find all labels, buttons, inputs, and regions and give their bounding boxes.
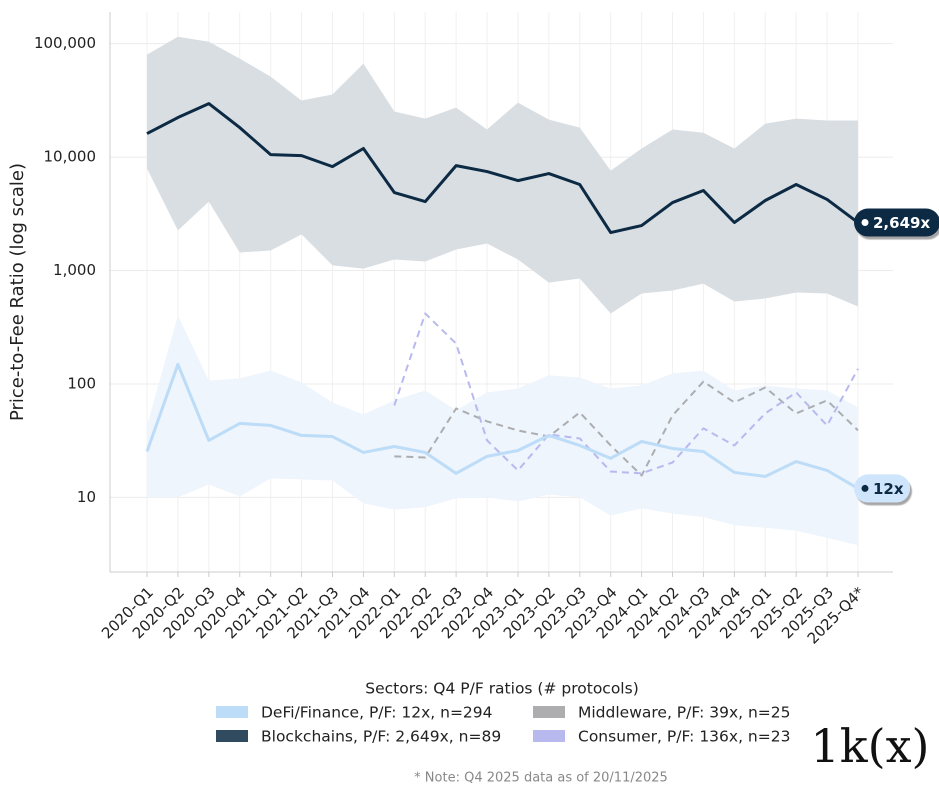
y-tick-label: 100 xyxy=(67,374,96,392)
legend-label: Middleware, P/F: 39x, n=25 xyxy=(578,704,791,722)
range-band xyxy=(147,315,858,546)
legend-title: Sectors: Q4 P/F ratios (# protocols) xyxy=(365,680,639,698)
legend-label: Blockchains, P/F: 2,649x, n=89 xyxy=(261,728,501,746)
y-tick-label: 10,000 xyxy=(44,148,97,166)
end-label: 12x xyxy=(854,474,910,503)
line xyxy=(146,102,859,235)
legend-swatch xyxy=(216,730,248,742)
line xyxy=(145,362,859,490)
end-label-box xyxy=(854,208,939,237)
end-label-dot xyxy=(861,484,869,492)
y-tick-label: 100,000 xyxy=(34,34,96,52)
legend-swatch xyxy=(533,706,565,718)
y-axis-label: Price-to-Fee Ratio (log scale) xyxy=(7,163,28,421)
legend-label: DeFi/Finance, P/F: 12x, n=294 xyxy=(261,704,493,722)
note: * Note: Q4 2025 data as of 20/11/2025 xyxy=(414,771,668,786)
line xyxy=(393,312,859,475)
y-tick-label: 1,000 xyxy=(53,261,96,279)
end-label: 2,649x xyxy=(854,208,939,237)
end-label-box xyxy=(854,474,910,503)
line xyxy=(394,380,859,477)
legend-label: Consumer, P/F: 136x, n=23 xyxy=(578,728,790,746)
y-tick-label: 10 xyxy=(77,488,96,506)
end-label-text: 12x xyxy=(873,480,904,498)
end-label-text: 2,649x xyxy=(873,214,930,232)
logo: 1k(x) xyxy=(811,719,930,773)
end-label-dot xyxy=(861,219,869,227)
legend-swatch xyxy=(216,706,248,718)
legend-swatch xyxy=(533,730,565,742)
